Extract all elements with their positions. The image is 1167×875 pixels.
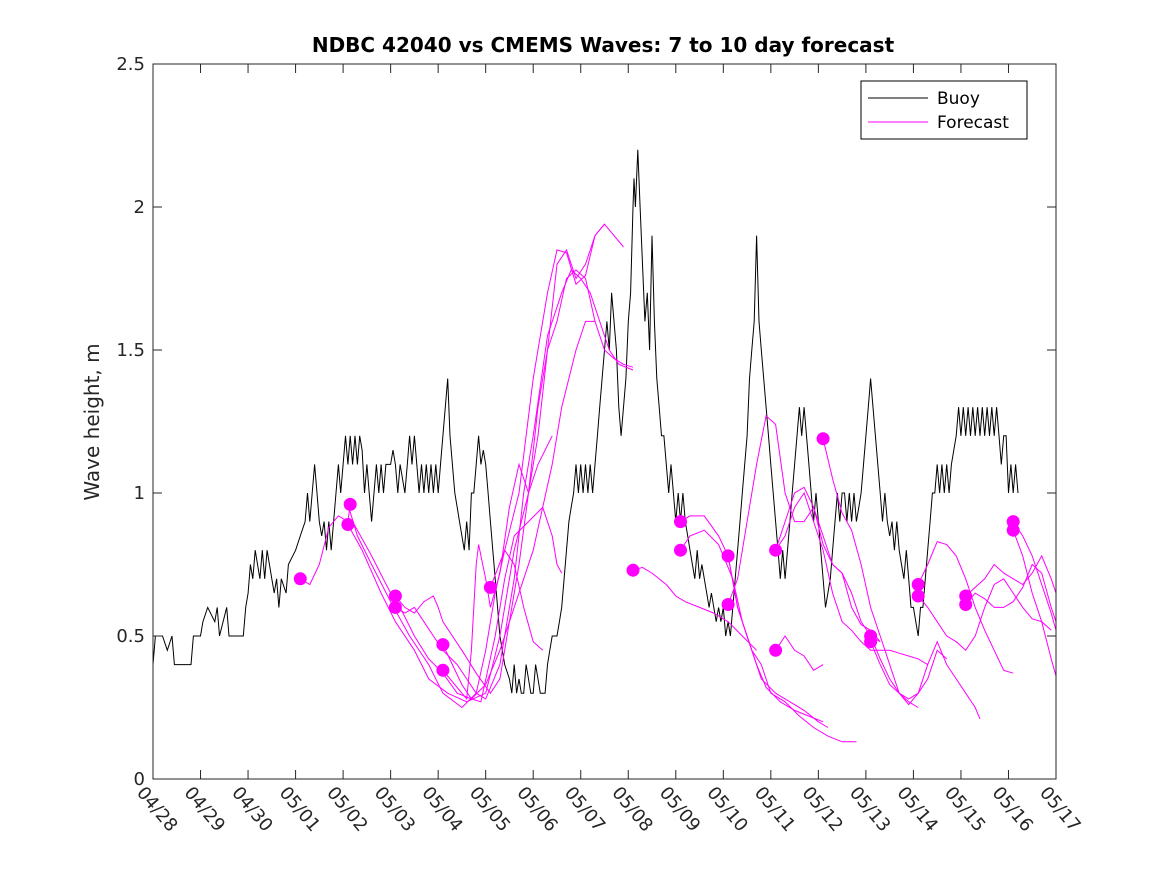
buoy-series-line <box>153 149 1019 694</box>
forecast-line-5 <box>395 269 634 695</box>
legend-label-forecast: Forecast <box>937 113 1009 133</box>
forecast-line-9 <box>489 223 605 588</box>
forecast-line-21 <box>917 540 1014 674</box>
forecast-start-marker-8 <box>483 580 497 594</box>
forecast-line-25 <box>1012 521 1056 631</box>
forecast-start-marker-13 <box>721 598 735 611</box>
forecast-start-marker-24 <box>1006 523 1020 537</box>
forecast-start-marker-14 <box>769 543 783 557</box>
forecast-line-17 <box>775 491 928 666</box>
forecast-start-marker-6 <box>436 638 450 652</box>
chart-title: NDBC 42040 vs CMEMS Waves: 7 to 10 day f… <box>312 33 895 57</box>
axes-box <box>152 63 1057 780</box>
forecast-start-marker-5 <box>388 600 402 614</box>
forecast-start-marker-20 <box>911 589 925 603</box>
forecast-start-marker-19 <box>911 578 925 591</box>
forecast-line-8 <box>442 223 624 701</box>
legend-box <box>860 80 1028 140</box>
y-tick-label-0: 0 <box>134 769 145 790</box>
y-tick-label-5: 2.5 <box>116 54 145 75</box>
forecast-start-marker-11 <box>674 543 687 557</box>
plot-area <box>153 149 1056 743</box>
forecast-line-19 <box>870 635 981 720</box>
forecast-line-10 <box>632 566 757 651</box>
forecast-line-15 <box>775 486 881 643</box>
y-tick-label-2: 1 <box>134 483 145 504</box>
y-tick-label-1: 0.5 <box>116 626 145 647</box>
forecast-line-26 <box>1012 530 1056 677</box>
forecast-start-marker-22 <box>959 598 973 611</box>
forecast-line-22 <box>917 578 1052 652</box>
forecast-line-18 <box>822 438 919 708</box>
forecast-start-marker-12 <box>721 549 735 563</box>
forecast-line-7 <box>442 506 563 703</box>
forecast-start-marker-7 <box>436 663 450 677</box>
legend-label-buoy: Buoy <box>937 89 980 109</box>
y-tick-label-3: 1.5 <box>116 340 145 361</box>
forecast-start-marker-10 <box>674 515 687 529</box>
forecast-line-14 <box>727 414 881 643</box>
forecast-start-marker-18 <box>864 635 878 649</box>
forecast-line-16 <box>775 635 824 671</box>
forecast-start-marker-2 <box>343 497 357 511</box>
y-tick-label-4: 2 <box>134 197 145 218</box>
forecast-line-6 <box>395 269 634 700</box>
forecast-line-13 <box>727 555 857 743</box>
forecast-start-marker-15 <box>769 643 783 657</box>
legend: Buoy Forecast <box>860 80 1028 140</box>
forecast-start-marker-3 <box>341 518 355 531</box>
forecast-line-3 <box>347 435 553 703</box>
forecast-line-24 <box>965 563 1056 622</box>
forecast-start-marker-4 <box>388 589 402 603</box>
forecast-start-marker-16 <box>816 432 830 446</box>
y-axis-label: Wave height, m <box>80 343 104 500</box>
forecast-line-23 <box>965 554 1056 597</box>
forecast-start-marker-9 <box>626 563 640 577</box>
forecast-start-marker-1 <box>293 572 307 586</box>
forecast-line-20 <box>870 641 948 700</box>
